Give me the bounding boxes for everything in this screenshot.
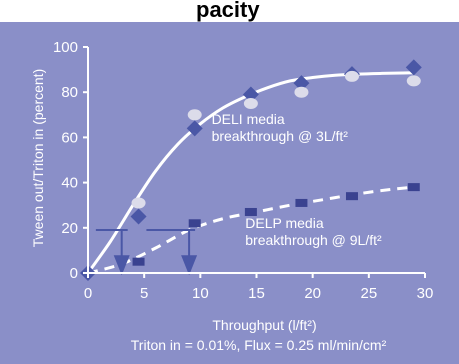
y-tick-label: 40 [61,175,78,192]
title-fragment: pacity [196,0,260,22]
ellipse-point [187,109,202,121]
x-tick-label: 10 [192,285,209,302]
y-tick-label: 0 [70,265,78,282]
breakthrough-arrow-1 [113,255,130,276]
ellipse-point [131,197,146,209]
y-axis-title: Tween out/Triton in (percent) [30,69,46,247]
square-point [345,192,358,201]
x-tick-label: 0 [84,285,92,302]
delp-fit-curve [87,185,414,275]
text-layer: 0 20 40 60 80 100 0 5 10 15 20 25 30 Throughput (l/ft… [30,39,433,353]
y-tick-label: 60 [61,129,78,146]
diamond-point [405,59,422,76]
ellipse-point [243,98,258,109]
annotation-line: breakthrough @ 9L/ft² [245,232,382,248]
x-tick-label: 20 [304,285,321,302]
square-point [407,183,420,192]
breakthrough-arrow-2 [181,255,198,276]
deli-fit-curve [86,71,414,274]
y-tick-label: 20 [61,220,78,237]
diamond-point [130,208,147,225]
x-axis-subtitle: Triton in = 0.01%, Flux = 0.25 ml/min/cm… [131,337,387,353]
annotation-line: DELP media [245,215,324,231]
diamond-point [293,75,310,92]
title-strip [0,0,459,22]
square-point [188,219,201,228]
square-point [295,198,308,207]
x-axis-title: Throughput (l/ft²) [212,317,316,333]
y-tick-label: 100 [53,39,78,56]
breakthrough-markers-layer [95,229,198,276]
y-tick-label: 80 [61,84,78,101]
square-point [244,207,257,216]
x-tick-label: 15 [248,285,265,302]
ellipse-point [294,86,309,98]
annotation-line: breakthrough @ 3L/ft² [212,128,349,144]
square-point [132,257,145,266]
x-tick-label: 25 [360,285,377,302]
ellipse-point [406,75,421,87]
x-tick-label: 5 [140,285,148,302]
diamond-point [242,86,259,103]
data-points-layer [80,59,422,281]
axes-layer [83,46,426,278]
x-tick-label: 30 [417,285,434,302]
annotation-line: DELI media [212,111,285,127]
diamond-point [186,120,203,137]
ellipse-point [344,70,359,82]
curves-layer [86,71,414,275]
